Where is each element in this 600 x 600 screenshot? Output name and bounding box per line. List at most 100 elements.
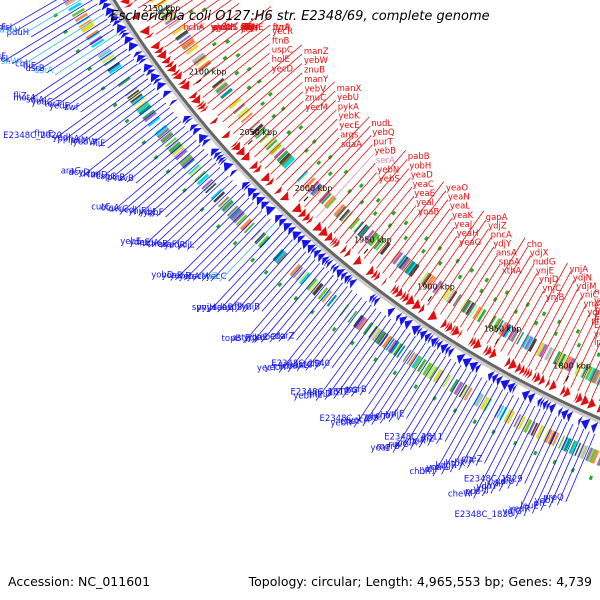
reverse-gene-arrow [164, 60, 175, 68]
gene-pointer-line [362, 339, 421, 427]
reverse-gene-arrow [279, 191, 289, 201]
gene-label: fliE [92, 139, 105, 149]
gene-label: ydjJ [474, 485, 489, 495]
gene-pointer-line [407, 226, 455, 293]
gene-label: nudL [371, 119, 392, 129]
reverse-gene-arrow [439, 318, 447, 329]
scale-tick-label: 2000 kbp [295, 184, 333, 193]
forward-gene-arrow [321, 256, 330, 266]
reverse-gene-arrow [484, 345, 492, 356]
inner-category-stripe [379, 242, 391, 256]
scale-tick-label: 1950 kbp [354, 236, 392, 245]
gc-dash [423, 235, 429, 241]
outer-category-stripe [201, 178, 214, 190]
inner-category-stripe [307, 180, 320, 193]
gene-pointer-line [331, 308, 377, 369]
reverse-gene-arrow [221, 130, 231, 139]
gene-pointer-line [137, 0, 152, 9]
forward-gene-arrow [448, 347, 455, 358]
gene-pointer-line [458, 389, 504, 471]
gene-label: yedA [210, 23, 232, 33]
outer-category-stripe [258, 236, 271, 249]
outer-category-stripe [368, 325, 378, 339]
inner-category-stripe [367, 232, 378, 245]
gene-label: yebV [304, 84, 326, 94]
gene-label: yeeL [0, 55, 11, 65]
gene-pointer-line [466, 237, 526, 332]
gene-label: ynjC [542, 284, 561, 294]
gene-pointer-line [28, 38, 121, 101]
outer-category-stripe [569, 440, 578, 455]
gene-label: fliD [240, 23, 255, 33]
gene-label: nudG [533, 258, 556, 268]
gene-label: eda [270, 332, 286, 342]
inner-category-stripe [547, 348, 556, 362]
inner-category-stripe [538, 343, 548, 358]
reverse-gene-arrow [380, 276, 388, 287]
reverse-gene-arrow [120, 0, 130, 5]
gc-dash [391, 210, 397, 216]
outer-category-stripe [503, 408, 513, 423]
inner-category-stripe [160, 8, 174, 20]
reverse-gene-arrow [445, 321, 453, 332]
gene-pointer-line [467, 391, 509, 469]
reverse-gene-arrow [252, 164, 262, 173]
inner-category-stripe [462, 300, 473, 314]
forward-gene-arrow [143, 63, 154, 73]
gc-dash [235, 52, 241, 58]
gc-dash [75, 48, 81, 54]
inner-category-stripe [555, 352, 565, 367]
reverse-gene-arrow [391, 285, 399, 295]
gene-label: yeeX [216, 23, 237, 33]
gene-pointer-line [287, 289, 353, 373]
outer-category-stripe [107, 61, 121, 72]
outer-category-stripe [357, 318, 368, 331]
gene-label: cutC [91, 202, 110, 212]
inner-category-stripe [270, 143, 282, 155]
gene-pointer-line [357, 186, 413, 254]
outer-category-stripe [164, 137, 177, 148]
gc-dash [250, 257, 256, 263]
forward-gene-arrow [116, 23, 127, 34]
gene-pointer-line [118, 125, 186, 182]
gene-pointer-line [379, 345, 431, 424]
gene-pointer-line [342, 322, 396, 398]
outer-category-stripe [210, 188, 223, 200]
gc-dash [215, 223, 221, 229]
gene-label: pabB [408, 152, 430, 162]
gene-label: pykA [338, 102, 359, 112]
outer-category-stripe [578, 444, 587, 459]
gene-pointer-line [248, 100, 304, 152]
gene-label: hisI [0, 23, 12, 33]
gc-dash [484, 277, 490, 283]
inner-category-stripe [392, 251, 404, 265]
gene-pointer-line [175, 201, 254, 280]
forward-gene-arrow [217, 156, 227, 165]
gene-pointer-line [577, 342, 600, 392]
gene-label: pduH [7, 28, 30, 38]
gc-dash [63, 29, 69, 35]
inner-category-stripe [424, 274, 435, 288]
inner-category-stripe [240, 112, 253, 123]
inner-category-stripe [318, 190, 330, 203]
inner-category-stripe [358, 225, 370, 238]
gene-label: yodC [31, 98, 53, 108]
reverse-gene-arrow [240, 151, 250, 161]
forward-gene-arrow [404, 319, 413, 330]
outer-category-stripe [298, 271, 310, 285]
forward-gene-arrow [440, 343, 449, 354]
forward-gene-arrow [256, 196, 266, 206]
forward-gene-arrow [192, 128, 202, 136]
outer-category-stripe [596, 456, 600, 467]
inner-category-stripe [203, 66, 216, 77]
inner-category-stripe [167, 19, 181, 30]
forward-gene-arrow [549, 403, 557, 415]
gene-pointer-line [252, 251, 307, 312]
gene-label: dsrB [25, 64, 44, 74]
forward-gene-arrow [109, 15, 121, 24]
reverse-gene-arrow [139, 25, 150, 36]
reverse-gene-arrow [518, 364, 525, 376]
gene-pointer-line [63, 78, 149, 141]
gene-pointer-line [46, 28, 114, 74]
gene-label: yecF [240, 24, 260, 34]
